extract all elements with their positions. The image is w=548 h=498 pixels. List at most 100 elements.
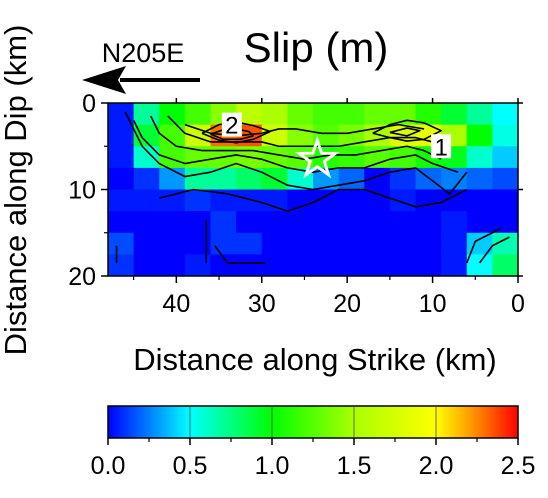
x-tick-label: 30 [248,290,276,318]
contour-line [214,245,267,264]
colorbar-tick-label: 0.5 [173,452,208,480]
heatmap-cell [338,124,365,147]
heatmap-cell [364,189,391,212]
heatmap-cell [415,232,442,255]
heatmap-cell [492,124,518,147]
heatmap-cell [108,124,135,147]
heatmap-cell [133,189,160,212]
heatmap-cell [492,103,518,126]
heatmap-cell [466,254,493,276]
heatmap-cell [261,103,288,126]
heatmap-cell [338,211,365,234]
contour-line [159,188,468,212]
heatmap-cell [159,211,186,234]
heatmap-cell [492,146,518,169]
asperity-label-text: 2 [225,113,238,140]
heatmap-cell [364,232,391,255]
asperity-label: 2 [221,112,242,140]
heatmap-cell [466,167,493,191]
heatmap-cell [338,103,365,126]
asperity-label: 1 [431,134,452,161]
heatmap-cell [466,124,493,147]
heatmap-cell [236,103,263,126]
heatmap-cell [338,232,365,255]
heatmap-cell [415,103,442,126]
heatmap-cell [313,167,340,191]
heatmap-cell [261,189,288,212]
heatmap-cell [184,189,212,212]
heatmap-cell [108,103,135,126]
heatmap-cell [261,232,288,255]
heatmap-cell [441,254,468,276]
asperity-label-box [431,134,452,159]
heatmap-cell [364,254,391,276]
heatmap-cell [389,103,417,126]
heatmap-cell [133,103,160,126]
heatmap-cell [389,189,417,212]
x-tick-label: 20 [333,290,361,318]
heatmap-cell [133,146,160,169]
heatmap-cell [441,103,468,126]
heatmap-cell [261,211,288,234]
heatmap-cell [441,189,468,212]
heatmap-cell [313,103,340,126]
heatmap-cell [415,254,442,276]
heatmap-cell [338,254,365,276]
heatmap-cell [466,103,493,126]
heatmap-cell [210,232,237,255]
slip-heatmap [108,103,518,276]
heatmap-cell [210,211,237,234]
heatmap-cell [338,167,365,191]
heatmap-cell [287,254,314,276]
heatmap-cell [389,167,417,191]
heatmap-cell [159,146,186,169]
heatmap-cell [313,124,340,147]
heatmap-cell [313,211,340,234]
heatmap-cell [236,167,263,191]
colorbar-tick-label: 0.0 [91,452,126,480]
heatmap-cell [159,254,186,276]
heatmap-cell [133,254,160,276]
heatmap-cell [108,167,135,191]
heatmap-cell [159,189,186,212]
heatmap-cell [492,232,518,255]
colorbar [107,405,519,439]
heatmap-cell [133,232,160,255]
x-tick-label: 40 [162,290,190,318]
heatmap-cell [389,232,417,255]
contour-line [478,236,510,264]
heatmap-cell [210,167,237,191]
colorbar-tick-label: 1.0 [255,452,290,480]
heatmap-cell [441,167,468,191]
heatmap-cell [184,103,212,126]
heatmap-cell [133,167,160,191]
y-tick-label: 0 [82,90,96,118]
contour-line [124,111,468,195]
colorbar-tick-label: 1.5 [337,452,372,480]
heatmap-cell [184,167,212,191]
heatmap-cell [338,189,365,212]
heatmap-cell [466,211,493,234]
contour-line [132,119,459,173]
asperity-label-text: 1 [434,134,447,161]
y-tick-label: 20 [68,263,96,291]
heatmap-cell [466,189,493,212]
axis-ticks: 40 30 20 10 0 0 10 20 [68,90,525,318]
heatmap-cell [210,254,237,276]
y-axis-label: Distance along Dip (km) [0,25,33,356]
heatmap-cell [492,167,518,191]
heatmap-cell [364,211,391,234]
heatmap-cell [108,254,135,276]
heatmap-cell [441,211,468,234]
heatmap-cell [466,146,493,169]
heatmap-cell [108,232,135,255]
colorbar-tick-label: 2.5 [501,452,536,480]
hypocenter-star-icon [294,135,340,179]
heatmap-cell [184,211,212,234]
heatmap-cell [261,254,288,276]
heatmap-cell [313,189,340,212]
heatmap-cell [492,189,518,212]
heatmap-cell [313,232,340,255]
contour-line [149,115,442,161]
